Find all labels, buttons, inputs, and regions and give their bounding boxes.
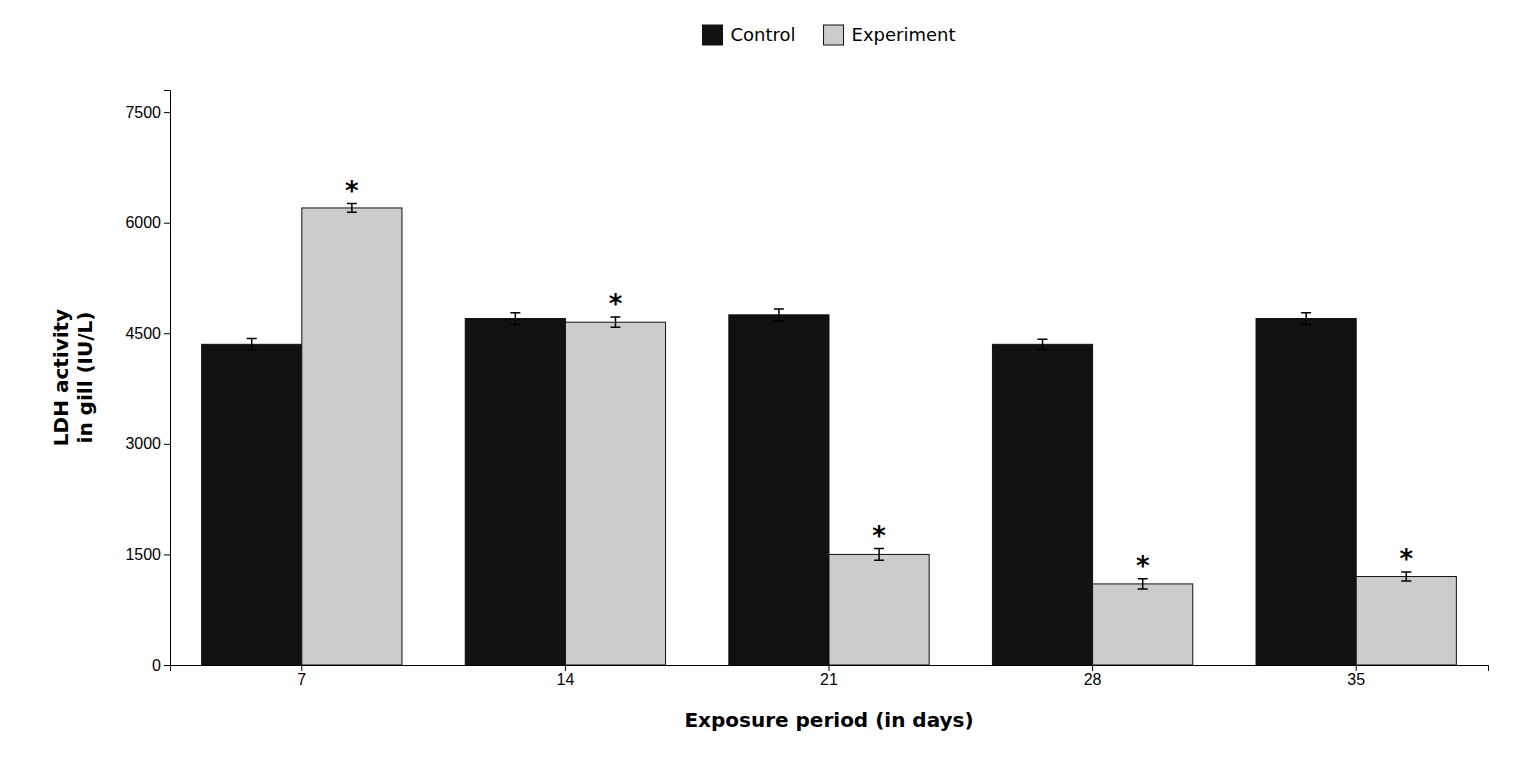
tick: 28 (1084, 665, 1102, 688)
tick-label: 3000 (125, 435, 161, 452)
bar (992, 344, 1092, 665)
x-axis-title: Exposure period (in days) (684, 708, 973, 732)
tick: 7500 (125, 104, 170, 121)
bar (1356, 577, 1456, 665)
tick-mark (565, 665, 566, 671)
legend-item: Experiment (824, 24, 956, 45)
tick: 0 (152, 657, 170, 674)
tick-mark (1356, 665, 1357, 671)
tick: 21 (820, 665, 838, 688)
marks (202, 204, 1457, 665)
y-axis: 0 1500 3000 4500 6000 7500 (125, 91, 170, 674)
series (302, 204, 1457, 665)
tick-mark (829, 665, 830, 671)
tick-label: 0 (152, 657, 161, 674)
axis-line (164, 91, 171, 666)
chart: * * * * * 0 1500 3000 4500 6000 7500 7 14 21 28 35 Expos… (0, 0, 1538, 765)
tick-mark (164, 112, 170, 113)
legend: Control Experiment (702, 24, 955, 45)
y-axis-title: LDH activityin gill (IU/L) (49, 309, 97, 446)
legend-label: Experiment (852, 24, 956, 45)
error-bar (1038, 339, 1048, 349)
error-bar (247, 338, 257, 350)
bar (302, 208, 402, 665)
tick-label: 35 (1347, 671, 1365, 688)
tick-mark (1092, 665, 1093, 671)
tick-label: 7500 (125, 104, 161, 121)
tick-mark (301, 665, 302, 671)
tick-label: 6000 (125, 214, 161, 231)
axis-line (171, 666, 1489, 672)
bar (1093, 584, 1193, 665)
tick-label: 28 (1084, 671, 1102, 688)
tick: 4500 (125, 325, 170, 342)
error-bar (774, 309, 784, 321)
error-bar (510, 313, 520, 325)
bar (565, 322, 665, 665)
tick-label: 21 (820, 671, 838, 688)
bar (729, 315, 829, 665)
tick-label: 1500 (125, 546, 161, 563)
legend-swatch (824, 25, 844, 45)
annotation: * (609, 289, 623, 319)
tick-mark (164, 223, 170, 224)
tick-label: 7 (297, 671, 306, 688)
tick-mark (164, 444, 170, 445)
tick-mark (164, 554, 170, 555)
annotations: * * * * * (345, 176, 1413, 581)
error-bar (1301, 313, 1311, 325)
tick-label: 14 (557, 671, 575, 688)
tick-mark (164, 665, 170, 666)
annotation: * (1399, 544, 1413, 574)
tick: 1500 (125, 546, 170, 563)
plot: * * * * * 0 1500 3000 4500 6000 7500 7 14 21 28 35 (125, 91, 1488, 689)
x-axis: 7 14 21 28 35 (171, 665, 1489, 688)
tick: 14 (557, 665, 575, 688)
tick-label: 4500 (125, 325, 161, 342)
bar (829, 554, 929, 665)
bar (202, 344, 302, 665)
bar (465, 319, 565, 665)
tick: 3000 (125, 435, 170, 452)
tick: 7 (297, 665, 306, 688)
bar (1256, 319, 1356, 665)
annotation: * (872, 521, 886, 551)
legend-label: Control (730, 24, 795, 45)
tick: 35 (1347, 665, 1365, 688)
annotation: * (345, 176, 359, 206)
tick-mark (164, 333, 170, 334)
legend-swatch (702, 25, 722, 45)
tick: 6000 (125, 214, 170, 231)
annotation: * (1136, 551, 1150, 581)
legend-item: Control (702, 24, 795, 45)
